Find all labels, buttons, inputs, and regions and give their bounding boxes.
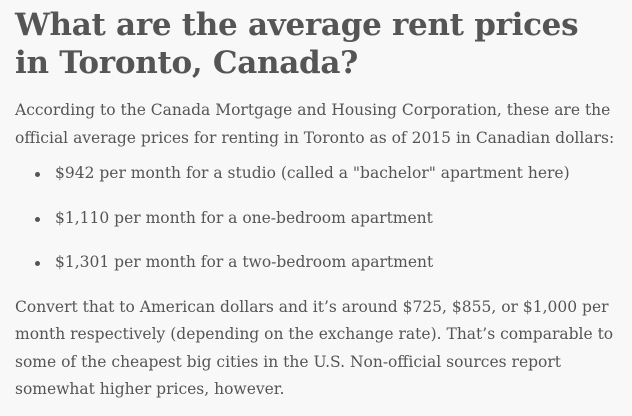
- article-content: What are the average rent prices in Toro…: [15, 0, 620, 404]
- outro-paragraph: Convert that to American dollars and it’…: [15, 297, 614, 399]
- article-title: What are the average rent prices in Toro…: [15, 7, 579, 81]
- bullet-dot-icon: [35, 216, 40, 222]
- price-list: $942 per month for a studio (called a "b…: [15, 160, 620, 277]
- bullet-dot-icon: [35, 172, 40, 177]
- list-item: $942 per month for a studio (called a "b…: [15, 160, 620, 188]
- list-item: $1,301 per month for a two-bedroom apart…: [15, 249, 620, 277]
- list-item-text: $1,301 per month for a two-bedroom apart…: [55, 253, 434, 271]
- list-item-text: $942 per month for a studio (called a "b…: [55, 164, 570, 182]
- intro-paragraph: According to the Canada Mortgage and Hou…: [15, 101, 615, 147]
- list-item-text: $1,110 per month for a one-bedroom apart…: [55, 208, 433, 227]
- bullet-dot-icon: [35, 261, 40, 266]
- list-item: $1,110 per month for a one-bedroom apart…: [15, 205, 620, 233]
